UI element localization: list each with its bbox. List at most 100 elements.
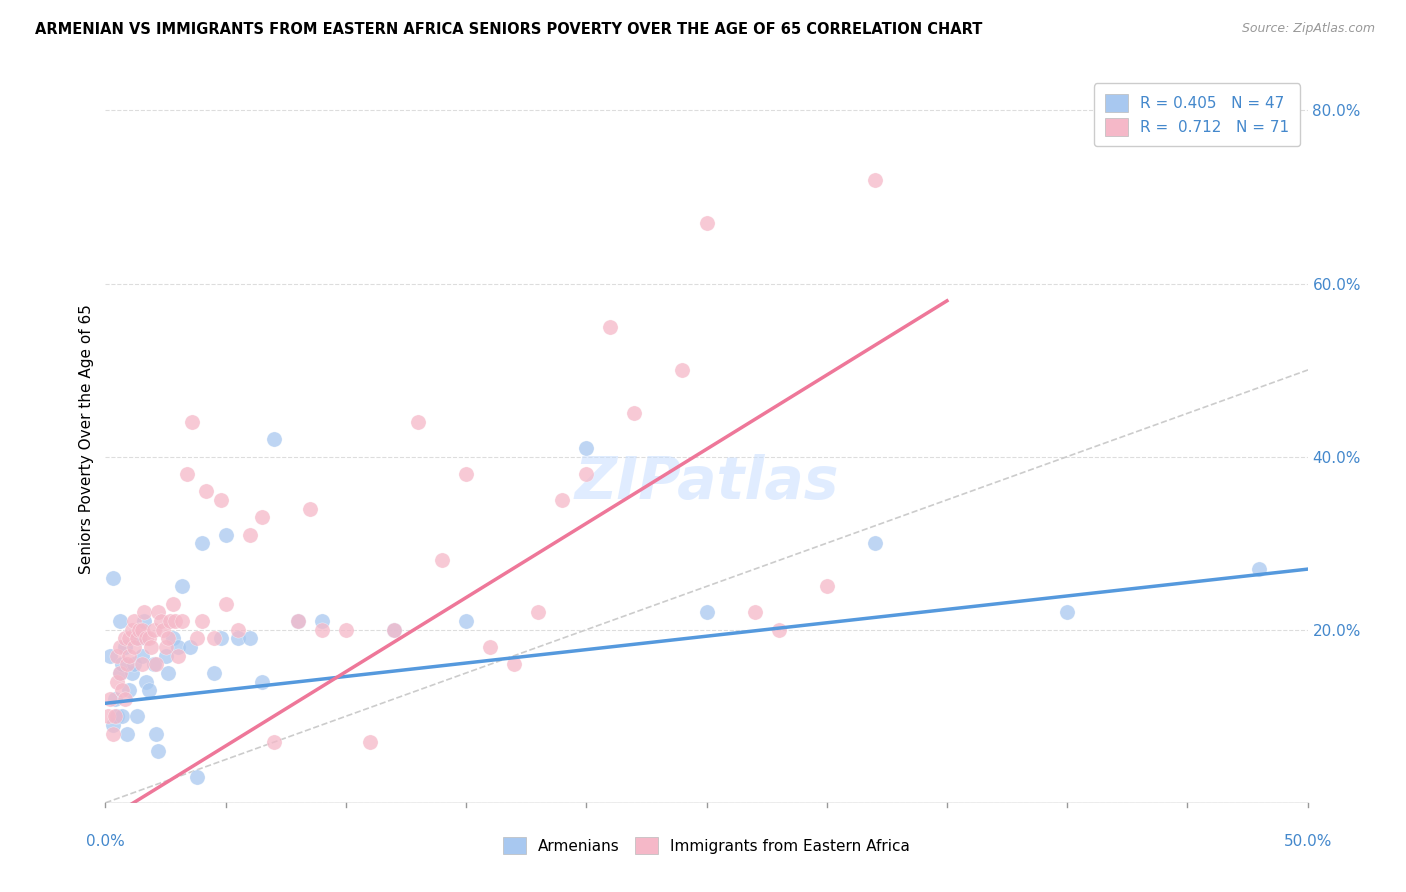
Point — [115, 657, 138, 672]
Point — [114, 632, 136, 646]
Point — [575, 441, 598, 455]
Point — [209, 632, 232, 646]
Point — [190, 614, 212, 628]
Point — [107, 674, 129, 689]
Point — [132, 606, 155, 620]
Point — [118, 632, 141, 646]
Point — [768, 623, 790, 637]
Point — [527, 606, 550, 620]
Point — [1056, 606, 1078, 620]
Point — [101, 571, 124, 585]
Point — [671, 363, 693, 377]
Point — [359, 735, 381, 749]
Point — [159, 614, 181, 628]
Point — [131, 623, 153, 637]
Point — [104, 692, 127, 706]
Point — [479, 640, 502, 654]
Point — [121, 623, 143, 637]
Point — [128, 623, 150, 637]
Point — [114, 692, 136, 706]
Point — [125, 709, 148, 723]
Point — [156, 632, 179, 646]
Point — [111, 683, 134, 698]
Point — [142, 657, 165, 672]
Point — [176, 467, 198, 481]
Point — [209, 492, 232, 507]
Point — [863, 172, 886, 186]
Point — [98, 692, 121, 706]
Point — [115, 726, 138, 740]
Point — [214, 597, 236, 611]
Point — [430, 553, 453, 567]
Point — [131, 648, 153, 663]
Point — [124, 614, 146, 628]
Point — [186, 770, 208, 784]
Point — [155, 640, 177, 654]
Point — [138, 632, 160, 646]
Point — [335, 623, 357, 637]
Point — [149, 614, 172, 628]
Point — [172, 614, 194, 628]
Point — [815, 579, 838, 593]
Point — [138, 683, 160, 698]
Point — [148, 744, 170, 758]
Point — [599, 319, 621, 334]
Point — [181, 415, 204, 429]
Text: Source: ZipAtlas.com: Source: ZipAtlas.com — [1241, 22, 1375, 36]
Point — [311, 623, 333, 637]
Point — [250, 510, 273, 524]
Text: 0.0%: 0.0% — [86, 834, 125, 849]
Point — [298, 501, 321, 516]
Point — [98, 648, 121, 663]
Legend: Armenians, Immigrants from Eastern Africa: Armenians, Immigrants from Eastern Afric… — [496, 830, 917, 861]
Point — [108, 665, 131, 680]
Point — [263, 735, 285, 749]
Point — [575, 467, 598, 481]
Point — [382, 623, 405, 637]
Point — [863, 536, 886, 550]
Point — [118, 648, 141, 663]
Point — [239, 632, 262, 646]
Point — [135, 632, 157, 646]
Point — [263, 433, 285, 447]
Point — [124, 640, 146, 654]
Point — [454, 614, 477, 628]
Point — [148, 606, 170, 620]
Point — [172, 579, 194, 593]
Point — [162, 597, 184, 611]
Point — [287, 614, 309, 628]
Point — [142, 623, 165, 637]
Point — [744, 606, 766, 620]
Point — [145, 726, 167, 740]
Point — [250, 674, 273, 689]
Point — [108, 614, 131, 628]
Point — [1249, 562, 1271, 576]
Point — [503, 657, 526, 672]
Point — [132, 614, 155, 628]
Text: 50.0%: 50.0% — [1284, 834, 1331, 849]
Point — [190, 536, 212, 550]
Point — [114, 640, 136, 654]
Point — [186, 632, 208, 646]
Point — [107, 648, 129, 663]
Point — [111, 657, 134, 672]
Point — [165, 614, 187, 628]
Point — [623, 406, 645, 420]
Point — [166, 640, 188, 654]
Point — [239, 527, 262, 541]
Point — [202, 632, 225, 646]
Point — [97, 709, 120, 723]
Point — [195, 484, 218, 499]
Point — [156, 665, 179, 680]
Point — [118, 683, 141, 698]
Point — [454, 467, 477, 481]
Point — [287, 614, 309, 628]
Point — [125, 632, 148, 646]
Point — [152, 623, 174, 637]
Point — [311, 614, 333, 628]
Point — [107, 709, 129, 723]
Point — [155, 648, 177, 663]
Point — [551, 492, 574, 507]
Point — [162, 632, 184, 646]
Point — [202, 665, 225, 680]
